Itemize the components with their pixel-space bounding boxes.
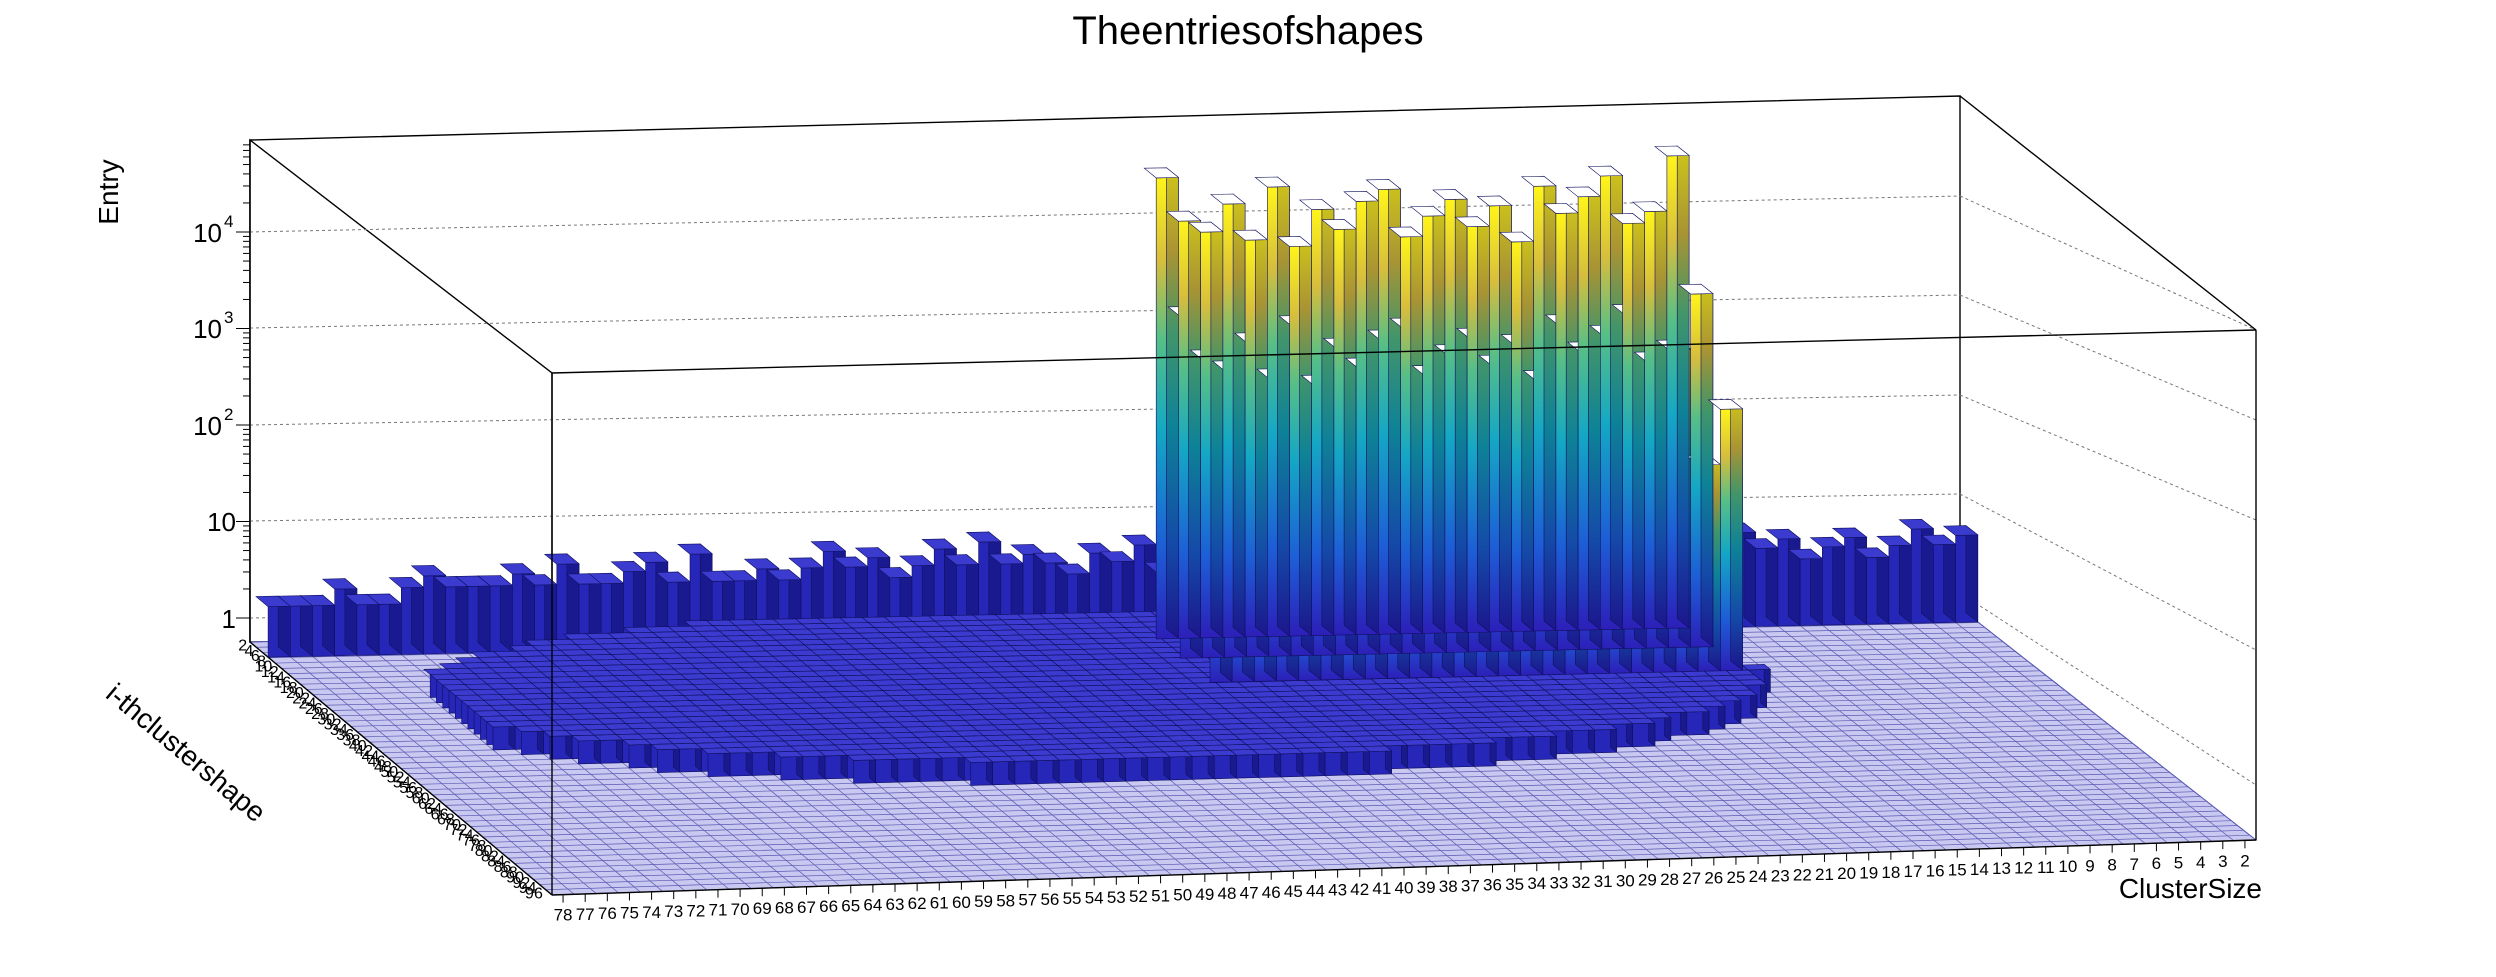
x-tick-label: 8	[2107, 856, 2116, 875]
x-tick-label: 48	[1218, 884, 1237, 903]
x-tick-label: 29	[1638, 871, 1657, 890]
x-tick-label: 77	[576, 905, 595, 924]
x-tick-label: 16	[1926, 861, 1945, 880]
x-tick-label: 2	[2240, 851, 2249, 870]
x-tick-label: 70	[731, 900, 750, 919]
x-tick-label: 76	[598, 904, 617, 923]
x-tick-label: 52	[1129, 887, 1148, 906]
x-tick-label: 73	[664, 902, 683, 921]
x-tick-label: 22	[1793, 866, 1812, 885]
x-tick-label: 53	[1107, 888, 1126, 907]
y-axis-title: i-thclustershape	[100, 677, 271, 828]
x-tick-label: 36	[1483, 876, 1502, 895]
x-tick-label: 46	[1262, 883, 1281, 902]
x-tick-label: 17	[1904, 862, 1923, 881]
x-tick-label: 65	[841, 896, 860, 915]
y-tick-label: 96	[525, 885, 543, 902]
x-tick-label: 74	[642, 903, 661, 922]
x-tick-label: 39	[1417, 878, 1436, 897]
x-tick-label: 60	[952, 893, 971, 912]
x-tick-label: 24	[1749, 867, 1768, 886]
x-tick-label: 75	[620, 904, 639, 923]
chart-title: Theentriesofshapes	[1072, 9, 1423, 53]
x-tick-label: 64	[863, 896, 882, 915]
x-tick-label: 61	[930, 894, 949, 913]
x-tick-label: 12	[2014, 859, 2033, 878]
z-tick-100: 10 2	[193, 405, 233, 441]
x-tick-label: 34	[1527, 874, 1546, 893]
z-tick-1000: 10 3	[193, 308, 233, 344]
x-tick-label: 11	[2037, 858, 2055, 877]
x-tick-label: 32	[1572, 873, 1591, 892]
x-tick-label: 26	[1704, 869, 1723, 888]
x-tick-label: 3	[2218, 852, 2227, 871]
x-tick-label: 68	[775, 899, 794, 918]
x-tick-label: 9	[2085, 856, 2094, 875]
x-tick-label: 4	[2196, 853, 2205, 872]
x-tick-label: 15	[1948, 861, 1967, 880]
x-tick-label: 67	[797, 898, 816, 917]
z-axis-ticks	[236, 145, 250, 618]
x-tick-label: 42	[1350, 880, 1369, 899]
x-tick-label: 78	[554, 906, 573, 925]
z-tick-10000: 10 4	[193, 212, 233, 248]
x-tick-label: 43	[1328, 881, 1347, 900]
x-tick-label: 7	[2130, 855, 2139, 874]
x-tick-label: 23	[1771, 866, 1790, 885]
x-tick-label: 10	[2058, 857, 2077, 876]
x-tick-label: 20	[1837, 864, 1856, 883]
x-tick-label: 6	[2152, 854, 2161, 873]
x-tick-label: 31	[1594, 872, 1613, 891]
x-tick-label: 47	[1240, 884, 1259, 903]
x-tick-label: 66	[819, 897, 838, 916]
z-axis: Entry 1 10 10 2 10 3 10 4	[93, 140, 250, 642]
z-axis-title: Entry	[93, 159, 124, 224]
x-tick-label: 5	[2174, 854, 2183, 873]
x-tick-label: 51	[1151, 886, 1170, 905]
x-tick-label: 40	[1395, 879, 1414, 898]
x-tick-label: 13	[1992, 859, 2011, 878]
x-tick-label: 27	[1682, 869, 1701, 888]
x-tick-label: 33	[1549, 874, 1568, 893]
x-tick-label: 28	[1660, 870, 1679, 889]
x-tick-label: 58	[996, 891, 1015, 910]
x-tick-label: 69	[753, 899, 772, 918]
x-tick-label: 71	[709, 901, 728, 920]
x-tick-label: 59	[974, 892, 993, 911]
x-tick-label: 56	[1040, 890, 1059, 909]
x-tick-label: 55	[1063, 889, 1082, 908]
x-tick-label: 72	[686, 901, 705, 920]
x-tick-label: 21	[1815, 865, 1834, 884]
x-tick-label: 19	[1859, 864, 1878, 883]
x-tick-label: 35	[1505, 875, 1524, 894]
x-tick-label: 30	[1616, 871, 1635, 890]
x-tick-label: 38	[1439, 877, 1458, 896]
z-tick-1: 1	[222, 604, 236, 634]
x-axis-title: ClusterSize	[2119, 873, 2262, 904]
x-tick-label: 14	[1970, 860, 1989, 879]
x-tick-label: 18	[1881, 863, 1900, 882]
x-tick-label: 49	[1195, 885, 1214, 904]
x-tick-label: 45	[1284, 882, 1303, 901]
z-tick-10: 10	[207, 507, 236, 537]
x-tick-label: 50	[1173, 886, 1192, 905]
x-tick-label: 57	[1018, 891, 1037, 910]
x-tick-label: 41	[1372, 879, 1391, 898]
x-tick-label: 62	[908, 894, 927, 913]
x-tick-label: 25	[1726, 868, 1745, 887]
x-tick-label: 63	[886, 895, 905, 914]
x-tick-label: 37	[1461, 876, 1480, 895]
x-tick-label: 54	[1085, 889, 1104, 908]
x-tick-label: 44	[1306, 881, 1325, 900]
